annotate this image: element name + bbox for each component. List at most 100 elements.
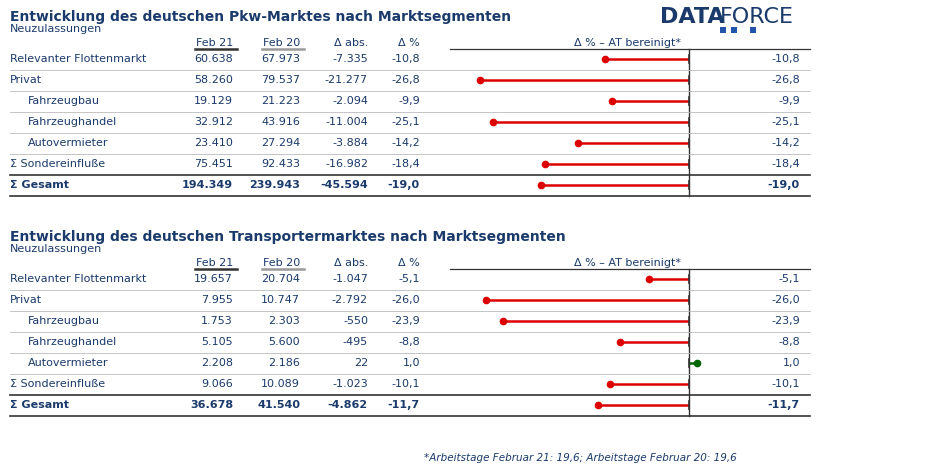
Text: -19,0: -19,0 — [388, 180, 420, 190]
Text: -1.047: -1.047 — [332, 274, 368, 284]
Text: Fahrzeughandel: Fahrzeughandel — [28, 117, 117, 127]
Text: 79.537: 79.537 — [261, 75, 300, 85]
Text: Δ % – AT bereinigt*: Δ % – AT bereinigt* — [574, 258, 681, 268]
Text: 19.129: 19.129 — [194, 96, 233, 106]
Text: 75.451: 75.451 — [194, 159, 233, 169]
Text: -45.594: -45.594 — [320, 180, 368, 190]
Text: Relevanter Flottenmarkt: Relevanter Flottenmarkt — [10, 54, 146, 64]
Text: -10,1: -10,1 — [391, 379, 420, 389]
Text: Δ %: Δ % — [399, 38, 420, 48]
Text: 2.303: 2.303 — [268, 316, 300, 326]
Text: 60.638: 60.638 — [194, 54, 233, 64]
Text: -11,7: -11,7 — [388, 400, 420, 410]
Text: Σ Gesamt: Σ Gesamt — [10, 180, 69, 190]
Text: 7.955: 7.955 — [201, 295, 233, 305]
Text: DATA: DATA — [660, 7, 725, 27]
Text: -25,1: -25,1 — [391, 117, 420, 127]
Text: -10,8: -10,8 — [771, 54, 800, 64]
Text: -11.004: -11.004 — [325, 117, 368, 127]
Text: Δ % – AT bereinigt*: Δ % – AT bereinigt* — [574, 38, 681, 48]
Text: Σ Sondereinfluße: Σ Sondereinfluße — [10, 379, 105, 389]
Text: -9,9: -9,9 — [779, 96, 800, 106]
Text: 10.089: 10.089 — [261, 379, 300, 389]
Text: Privat: Privat — [10, 295, 42, 305]
Text: 32.912: 32.912 — [194, 117, 233, 127]
Text: -3.884: -3.884 — [332, 138, 368, 148]
Text: 43.916: 43.916 — [261, 117, 300, 127]
Text: *Arbeitstage Februar 21: 19,6; Arbeitstage Februar 20: 19,6: *Arbeitstage Februar 21: 19,6; Arbeitsta… — [424, 453, 736, 463]
Text: Σ Gesamt: Σ Gesamt — [10, 400, 69, 410]
Text: -1.023: -1.023 — [332, 379, 368, 389]
Text: -5,1: -5,1 — [399, 274, 420, 284]
Bar — [731, 27, 737, 33]
Text: 58.260: 58.260 — [194, 75, 233, 85]
Text: Neuzulassungen: Neuzulassungen — [10, 24, 102, 34]
Text: -2.792: -2.792 — [332, 295, 368, 305]
Text: -18,4: -18,4 — [391, 159, 420, 169]
Text: Fahrzeugbau: Fahrzeugbau — [28, 96, 100, 106]
Text: Relevanter Flottenmarkt: Relevanter Flottenmarkt — [10, 274, 146, 284]
Text: -23,9: -23,9 — [391, 316, 420, 326]
Text: -7.335: -7.335 — [332, 54, 368, 64]
Text: Autovermieter: Autovermieter — [28, 138, 109, 148]
Text: 23.410: 23.410 — [194, 138, 233, 148]
Text: -19,0: -19,0 — [768, 180, 800, 190]
Text: 2.208: 2.208 — [201, 358, 233, 368]
Text: -550: -550 — [343, 316, 368, 326]
Text: -23,9: -23,9 — [771, 316, 800, 326]
Text: -21.277: -21.277 — [325, 75, 368, 85]
Text: Feb 21: Feb 21 — [196, 258, 233, 268]
Text: 20.704: 20.704 — [261, 274, 300, 284]
Text: Δ abs.: Δ abs. — [334, 38, 368, 48]
Text: 5.600: 5.600 — [268, 337, 300, 347]
Text: 22: 22 — [354, 358, 368, 368]
Text: Entwicklung des deutschen Transportermarktes nach Marktsegmenten: Entwicklung des deutschen Transportermar… — [10, 230, 566, 244]
Text: -16.982: -16.982 — [325, 159, 368, 169]
Bar — [750, 27, 756, 33]
Text: -10,8: -10,8 — [391, 54, 420, 64]
Text: 2.186: 2.186 — [268, 358, 300, 368]
Text: -26,0: -26,0 — [771, 295, 800, 305]
Text: -8,8: -8,8 — [779, 337, 800, 347]
Text: Fahrzeugbau: Fahrzeugbau — [28, 316, 100, 326]
Text: -2.094: -2.094 — [332, 96, 368, 106]
Text: 5.105: 5.105 — [202, 337, 233, 347]
Text: Entwicklung des deutschen Pkw-Marktes nach Marktsegmenten: Entwicklung des deutschen Pkw-Marktes na… — [10, 10, 511, 24]
Text: 194.349: 194.349 — [182, 180, 233, 190]
Text: 36.678: 36.678 — [189, 400, 233, 410]
Text: -14,2: -14,2 — [771, 138, 800, 148]
Text: Neuzulassungen: Neuzulassungen — [10, 244, 102, 254]
Text: -4.862: -4.862 — [328, 400, 368, 410]
Text: -14,2: -14,2 — [391, 138, 420, 148]
Text: -5,1: -5,1 — [779, 274, 800, 284]
Text: 92.433: 92.433 — [261, 159, 300, 169]
Text: Σ Sondereinfluße: Σ Sondereinfluße — [10, 159, 105, 169]
Text: Δ %: Δ % — [399, 258, 420, 268]
Text: 27.294: 27.294 — [261, 138, 300, 148]
Text: -26,8: -26,8 — [391, 75, 420, 85]
Text: -8,8: -8,8 — [399, 337, 420, 347]
Bar — [720, 27, 726, 33]
Text: 239.943: 239.943 — [250, 180, 300, 190]
Text: 9.066: 9.066 — [202, 379, 233, 389]
Text: 21.223: 21.223 — [261, 96, 300, 106]
Text: -11,7: -11,7 — [768, 400, 800, 410]
Text: Fahrzeughandel: Fahrzeughandel — [28, 337, 117, 347]
Text: Autovermieter: Autovermieter — [28, 358, 109, 368]
Text: -26,0: -26,0 — [391, 295, 420, 305]
Text: FORCE: FORCE — [720, 7, 794, 27]
Text: Feb 21: Feb 21 — [196, 38, 233, 48]
Text: Feb 20: Feb 20 — [263, 38, 300, 48]
Text: 67.973: 67.973 — [261, 54, 300, 64]
Text: Privat: Privat — [10, 75, 42, 85]
Text: -10,1: -10,1 — [771, 379, 800, 389]
Text: 1,0: 1,0 — [402, 358, 420, 368]
Text: 1.753: 1.753 — [202, 316, 233, 326]
Text: -25,1: -25,1 — [771, 117, 800, 127]
Text: -495: -495 — [342, 337, 368, 347]
Text: Feb 20: Feb 20 — [263, 258, 300, 268]
Text: -18,4: -18,4 — [771, 159, 800, 169]
Text: -9,9: -9,9 — [399, 96, 420, 106]
Text: 1,0: 1,0 — [782, 358, 800, 368]
Text: Δ abs.: Δ abs. — [334, 258, 368, 268]
